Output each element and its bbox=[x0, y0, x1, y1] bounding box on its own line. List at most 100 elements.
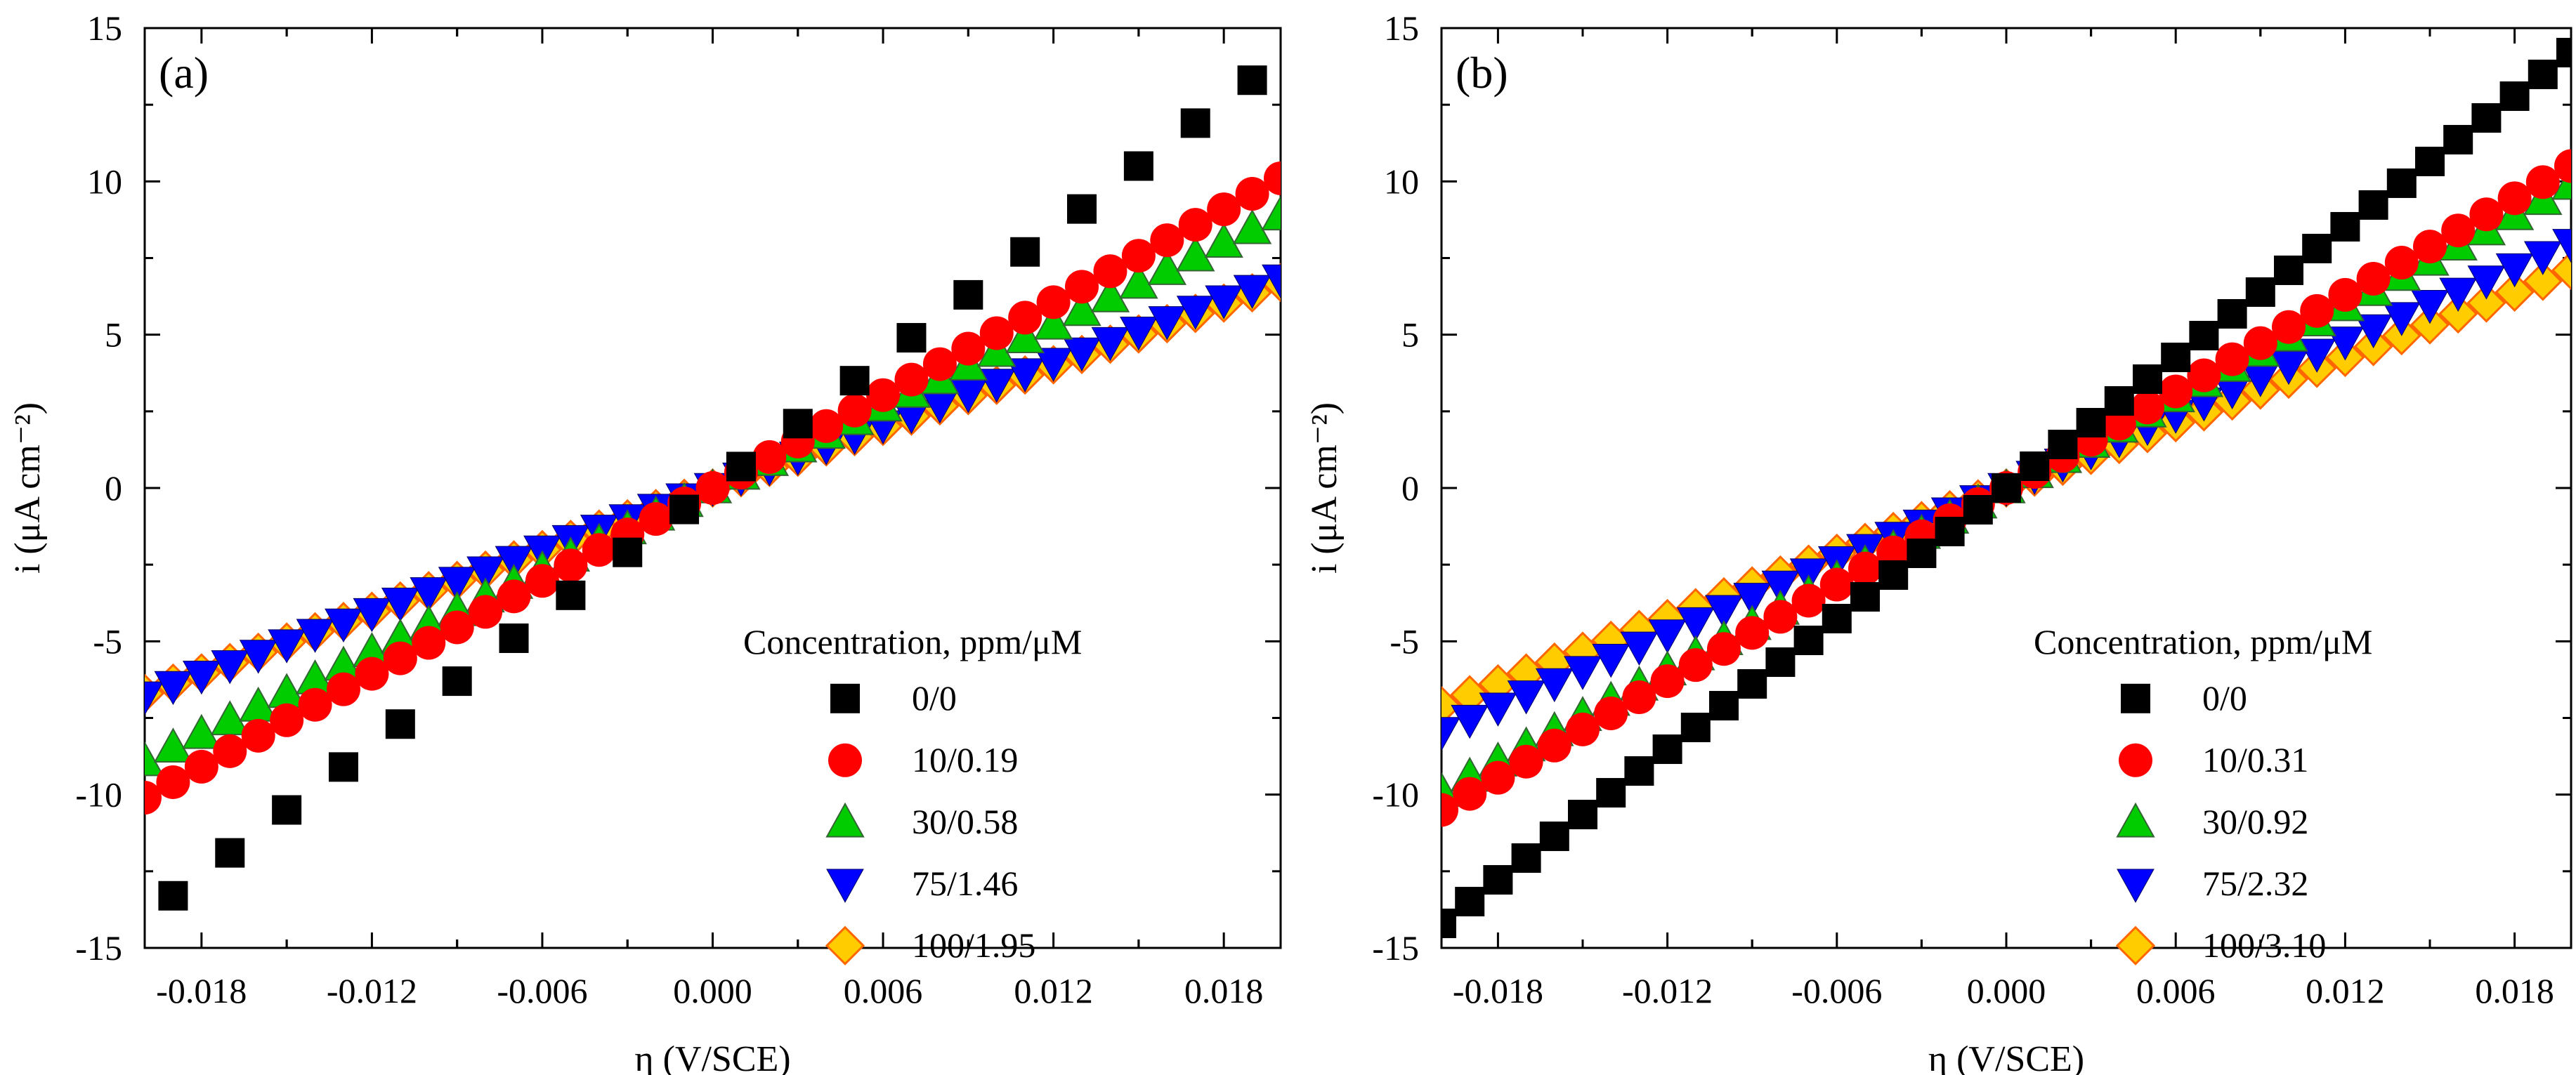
data-point bbox=[466, 556, 504, 591]
data-point bbox=[1441, 909, 1456, 939]
data-point bbox=[153, 727, 193, 763]
legend-entry: 10/0.31 bbox=[2202, 740, 2308, 779]
data-point bbox=[442, 666, 472, 697]
data-point bbox=[440, 610, 474, 645]
data-point bbox=[2161, 342, 2191, 372]
data-point bbox=[272, 795, 302, 825]
y-tick-label: 0 bbox=[1401, 468, 1419, 508]
data-point bbox=[2438, 294, 2478, 334]
data-point bbox=[1180, 108, 1210, 138]
data-point bbox=[2556, 37, 2571, 67]
data-point bbox=[2411, 290, 2449, 324]
data-point bbox=[1005, 318, 1045, 354]
data-point bbox=[2354, 314, 2393, 349]
data-point bbox=[2048, 429, 2078, 459]
data-point bbox=[1709, 691, 1739, 721]
data-point bbox=[355, 657, 389, 691]
data-point bbox=[2469, 197, 2504, 232]
data-point bbox=[2523, 261, 2563, 301]
data-point bbox=[1992, 473, 2021, 503]
data-point bbox=[669, 494, 700, 525]
data-point bbox=[1535, 668, 1574, 703]
data-point bbox=[1441, 793, 1458, 827]
panel-label: (b) bbox=[1456, 48, 1508, 98]
data-point bbox=[1848, 551, 1882, 586]
data-point bbox=[2523, 241, 2562, 275]
data-point bbox=[1564, 656, 1602, 690]
data-point bbox=[2551, 250, 2571, 291]
legend-marker bbox=[2116, 802, 2155, 838]
data-point bbox=[2133, 364, 2162, 394]
series-0/0 bbox=[158, 65, 1267, 911]
data-point bbox=[268, 629, 306, 664]
data-point bbox=[1063, 337, 1101, 372]
x-tick-label: -0.012 bbox=[1622, 971, 1713, 1010]
data-point bbox=[1121, 239, 1156, 273]
data-point bbox=[1793, 626, 1824, 656]
data-point bbox=[158, 881, 188, 911]
x-tick-label: -0.006 bbox=[497, 971, 587, 1010]
legend-entry: 10/0.19 bbox=[912, 740, 1018, 779]
x-tick-label: 0.018 bbox=[1184, 971, 1264, 1010]
x-tick-label: 0.012 bbox=[2306, 971, 2385, 1010]
data-point bbox=[2104, 385, 2134, 416]
panel-a: 15 10 5 0 -5 -10 -15 -0.018 -0.012 -0.006 0.000 0.0… bbox=[8, 8, 1282, 1075]
data-point bbox=[1262, 264, 1281, 299]
data-point bbox=[1481, 760, 1515, 795]
legend-title: Concentration, ppm/μM bbox=[743, 622, 1082, 661]
data-point bbox=[2302, 233, 2332, 263]
data-point bbox=[2328, 277, 2362, 312]
legend-marker bbox=[825, 802, 865, 838]
y-tick-label: -15 bbox=[75, 928, 122, 968]
data-point bbox=[2499, 81, 2530, 111]
data-point bbox=[2441, 213, 2476, 248]
data-point bbox=[385, 709, 415, 739]
data-point bbox=[1453, 777, 1487, 811]
data-point bbox=[2384, 246, 2419, 280]
x-tick-label: -0.018 bbox=[156, 971, 247, 1010]
data-point bbox=[2495, 253, 2534, 288]
data-point bbox=[1620, 631, 1659, 666]
legend-marker bbox=[830, 683, 860, 713]
data-point bbox=[381, 588, 419, 622]
x-tick-label: 0.000 bbox=[1967, 971, 2046, 1010]
legend-entry: 75/1.46 bbox=[912, 864, 1018, 903]
data-point bbox=[1123, 151, 1153, 181]
data-point bbox=[783, 409, 813, 439]
legend-entry: 30/0.58 bbox=[912, 802, 1018, 841]
data-point bbox=[156, 765, 190, 799]
data-point bbox=[438, 567, 476, 601]
data-point bbox=[145, 741, 164, 777]
data-point bbox=[2554, 149, 2571, 183]
data-point bbox=[1441, 685, 1462, 726]
data-point bbox=[1509, 744, 1543, 779]
data-point bbox=[2217, 298, 2247, 329]
data-point bbox=[1652, 734, 1682, 765]
y-tick-label: 0 bbox=[105, 468, 122, 508]
data-point bbox=[1455, 887, 1485, 917]
data-point bbox=[298, 687, 332, 722]
data-point bbox=[1850, 582, 1880, 612]
data-point bbox=[837, 393, 872, 428]
data-point bbox=[2274, 255, 2303, 285]
legend-marker bbox=[2119, 743, 2152, 777]
data-point bbox=[2272, 310, 2306, 344]
data-point bbox=[1737, 669, 1767, 699]
panel-b: 15 10 5 0 -5 -10 -15 -0.018 -0.012 -0.006 0.000 0.0… bbox=[1305, 8, 2572, 1075]
y-tick-label: 5 bbox=[1401, 315, 1419, 355]
data-point bbox=[2386, 168, 2417, 198]
y-tick-label: 10 bbox=[87, 161, 122, 201]
data-point bbox=[613, 537, 643, 567]
data-point bbox=[1650, 664, 1685, 699]
data-point bbox=[554, 548, 588, 583]
data-point bbox=[866, 378, 901, 412]
data-point bbox=[1935, 517, 1965, 547]
data-point bbox=[2443, 124, 2473, 154]
data-point bbox=[499, 623, 529, 653]
data-point bbox=[839, 366, 870, 396]
data-point bbox=[1566, 712, 1600, 746]
data-point bbox=[1235, 177, 1269, 211]
data-point bbox=[2528, 59, 2558, 89]
x-tick-label: 0.006 bbox=[2136, 971, 2216, 1010]
